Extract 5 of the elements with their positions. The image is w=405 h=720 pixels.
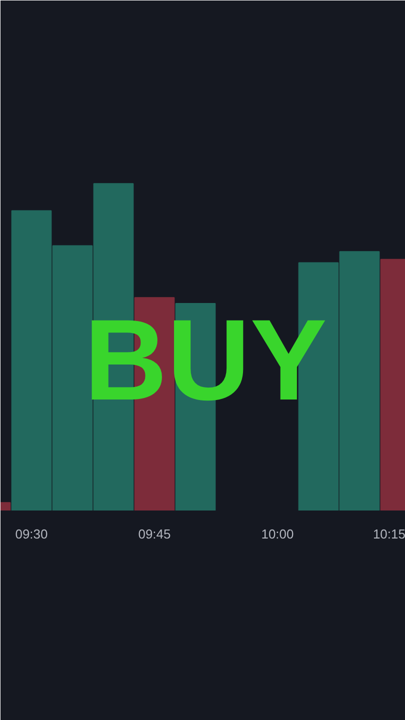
x-tick-label: 10:15 — [372, 526, 405, 542]
x-tick-label: 09:30 — [15, 526, 48, 542]
x-tick-label: 10:00 — [261, 526, 294, 542]
annotation: BUY — [84, 296, 327, 424]
x-tick-label: 09:45 — [138, 526, 171, 542]
